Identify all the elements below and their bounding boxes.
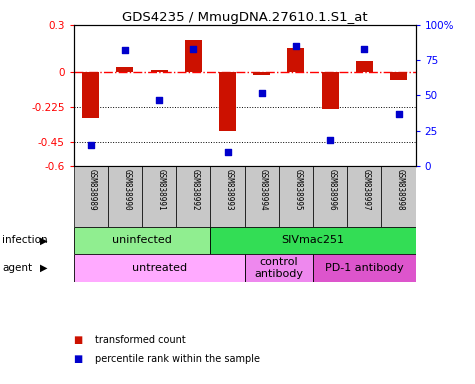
- Text: GSM838992: GSM838992: [190, 169, 200, 210]
- Title: GDS4235 / MmugDNA.27610.1.S1_at: GDS4235 / MmugDNA.27610.1.S1_at: [122, 11, 368, 24]
- Bar: [245, 254, 313, 282]
- Bar: [356, 61, 373, 72]
- Bar: [176, 166, 210, 227]
- Bar: [210, 227, 416, 254]
- Bar: [82, 72, 99, 118]
- Text: uninfected: uninfected: [112, 235, 172, 245]
- Text: agent: agent: [2, 263, 32, 273]
- Text: percentile rank within the sample: percentile rank within the sample: [95, 354, 260, 364]
- Point: [190, 46, 197, 52]
- Text: infection: infection: [2, 235, 48, 245]
- Point: [155, 96, 163, 103]
- Text: GSM838996: GSM838996: [327, 169, 336, 210]
- Point: [258, 89, 266, 96]
- Point: [224, 149, 231, 155]
- Text: GSM838993: GSM838993: [225, 169, 234, 210]
- Text: GSM838997: GSM838997: [361, 169, 371, 210]
- Text: transformed count: transformed count: [95, 335, 186, 345]
- Point: [326, 137, 334, 144]
- Bar: [116, 67, 133, 72]
- Text: ▶: ▶: [40, 263, 48, 273]
- Bar: [74, 254, 245, 282]
- Bar: [253, 72, 270, 75]
- Text: ▶: ▶: [40, 235, 48, 245]
- Text: ■: ■: [74, 354, 83, 364]
- Bar: [313, 166, 347, 227]
- Text: GSM838998: GSM838998: [396, 169, 405, 210]
- Bar: [210, 166, 245, 227]
- Bar: [381, 166, 416, 227]
- Point: [395, 111, 402, 117]
- Bar: [151, 70, 168, 72]
- Text: ■: ■: [74, 335, 83, 345]
- Text: control
antibody: control antibody: [254, 257, 304, 279]
- Bar: [287, 48, 304, 72]
- Text: GSM838989: GSM838989: [88, 169, 97, 210]
- Point: [87, 142, 95, 148]
- Text: GSM838994: GSM838994: [259, 169, 268, 210]
- Bar: [108, 166, 142, 227]
- Text: GSM838995: GSM838995: [293, 169, 302, 210]
- Point: [121, 47, 129, 53]
- Text: untreated: untreated: [132, 263, 187, 273]
- Bar: [322, 72, 339, 109]
- Bar: [245, 166, 279, 227]
- Bar: [313, 254, 416, 282]
- Text: GSM838991: GSM838991: [156, 169, 165, 210]
- Bar: [142, 166, 176, 227]
- Bar: [185, 40, 202, 72]
- Bar: [74, 166, 108, 227]
- Text: GSM838990: GSM838990: [122, 169, 131, 210]
- Bar: [390, 72, 407, 81]
- Text: SIVmac251: SIVmac251: [282, 235, 344, 245]
- Bar: [219, 72, 236, 131]
- Text: PD-1 antibody: PD-1 antibody: [325, 263, 404, 273]
- Point: [292, 43, 300, 49]
- Point: [361, 46, 368, 52]
- Bar: [74, 227, 210, 254]
- Bar: [347, 166, 381, 227]
- Bar: [279, 166, 313, 227]
